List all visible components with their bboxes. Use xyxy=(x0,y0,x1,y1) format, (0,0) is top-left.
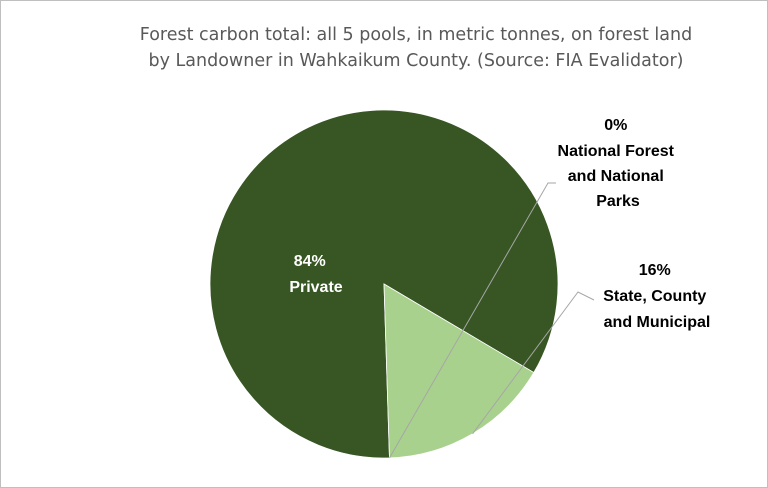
slice-pct-state: 16% xyxy=(639,262,671,279)
slice-label-private: 84% Private xyxy=(289,253,342,296)
chart-title-line-1: Forest carbon total: all 5 pools, in met… xyxy=(139,25,693,45)
slice-name-state-line-2: and Municipal xyxy=(604,314,711,331)
slice-pct-private: 84% xyxy=(294,253,326,270)
slice-name-private: Private xyxy=(289,279,342,296)
slice-name-national-line-3: Parks xyxy=(596,193,640,210)
chart-title: Forest carbon total: all 5 pools, in met… xyxy=(0,22,768,74)
slice-name-state-line-1: State, County xyxy=(603,288,706,305)
pie-slices xyxy=(209,109,559,459)
pie-slice-private xyxy=(209,109,559,459)
slice-label-state: 16% State, County and Municipal xyxy=(603,262,711,331)
leader-line-state xyxy=(472,291,595,435)
slice-name-national-line-2: and National xyxy=(568,168,664,185)
slice-name-national-line-1: National Forest xyxy=(558,143,675,160)
leader-line-national xyxy=(389,182,556,459)
slice-pct-national: 0% xyxy=(604,117,627,134)
chart-title-line-2: by Landowner in Wahkaikum County. (Sourc… xyxy=(148,51,684,71)
leader-lines xyxy=(389,182,595,459)
slice-label-national: 0% National Forest and National Parks xyxy=(558,117,679,210)
